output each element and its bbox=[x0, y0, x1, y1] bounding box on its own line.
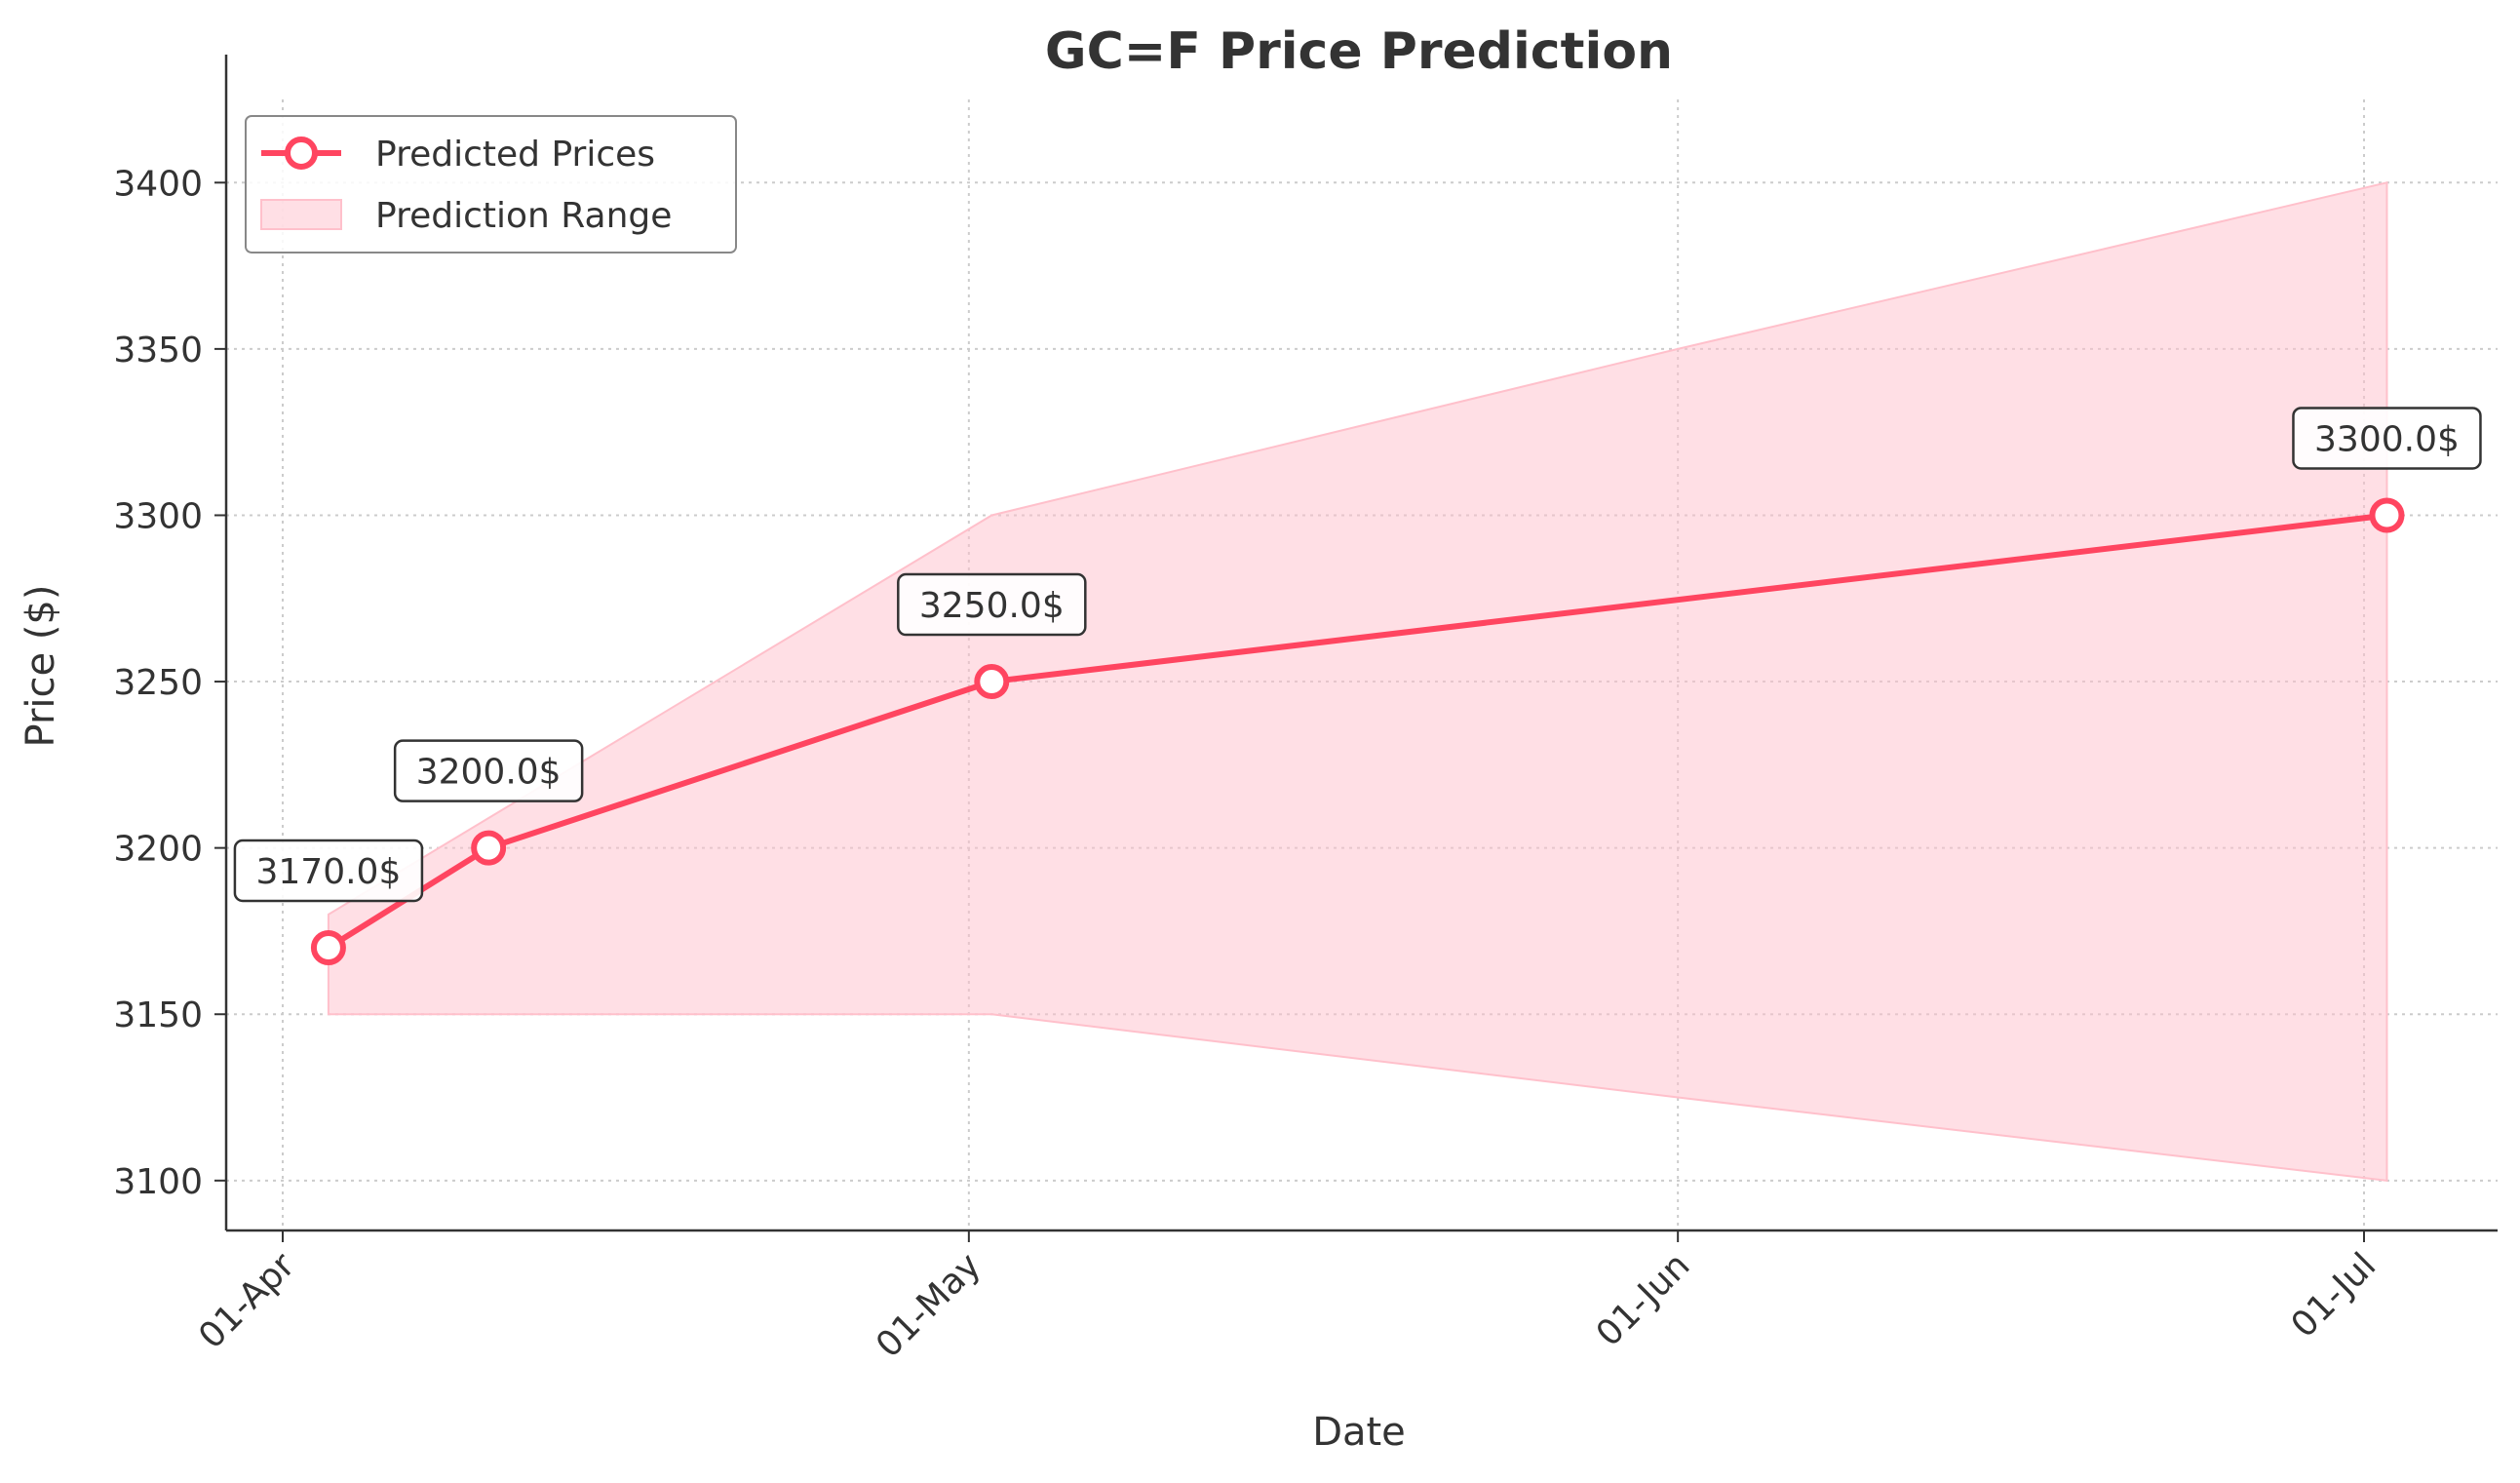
data-label: 3300.0$ bbox=[2314, 419, 2460, 459]
legend-range-swatch bbox=[260, 199, 342, 230]
x-tick-label: 01-May bbox=[869, 1245, 989, 1365]
y-tick-label: 3400 bbox=[113, 164, 203, 204]
data-label-box bbox=[2292, 407, 2482, 470]
data-label: 3250.0$ bbox=[919, 586, 1065, 626]
data-label-box bbox=[233, 839, 424, 903]
chart-title: GC=F Price Prediction bbox=[1045, 22, 1673, 81]
prediction-range-band bbox=[327, 181, 2388, 1182]
data-labels-layer: 3170.0$ 3200.0$ 3250.0$ 3300.0$ bbox=[233, 407, 2482, 903]
legend: Predicted Prices Prediction Range bbox=[245, 115, 737, 254]
predicted-price-point bbox=[974, 664, 1010, 700]
x-tick-label: 01-Jul bbox=[2284, 1245, 2384, 1346]
legend-label-range: Prediction Range bbox=[375, 196, 672, 236]
legend-box bbox=[245, 115, 737, 254]
predicted-price-point bbox=[310, 930, 346, 965]
y-tick-label: 3250 bbox=[113, 663, 203, 703]
prediction-range-layer bbox=[327, 181, 2388, 1182]
data-label-box bbox=[393, 739, 584, 802]
data-label: 3200.0$ bbox=[416, 753, 562, 793]
legend-marker-swatch bbox=[285, 137, 318, 170]
y-tick-label: 3200 bbox=[113, 830, 203, 870]
y-tick-label: 3350 bbox=[113, 331, 203, 371]
y-tick-label: 3300 bbox=[113, 496, 203, 536]
predicted-price-point bbox=[2369, 497, 2405, 533]
x-tick-label: 01-Jun bbox=[1589, 1245, 1698, 1354]
x-axis-label: Date bbox=[1312, 1410, 1406, 1455]
data-label: 3170.0$ bbox=[255, 852, 401, 892]
predicted-price-point bbox=[471, 830, 507, 866]
data-label-box bbox=[897, 572, 1087, 637]
x-tick-label: 01-Apr bbox=[191, 1245, 302, 1356]
y-tick-label: 3100 bbox=[113, 1162, 203, 1202]
y-tick-label: 3150 bbox=[113, 995, 203, 1035]
legend-label-predicted: Predicted Prices bbox=[375, 135, 655, 175]
y-axis-label: Price ($) bbox=[19, 585, 63, 748]
